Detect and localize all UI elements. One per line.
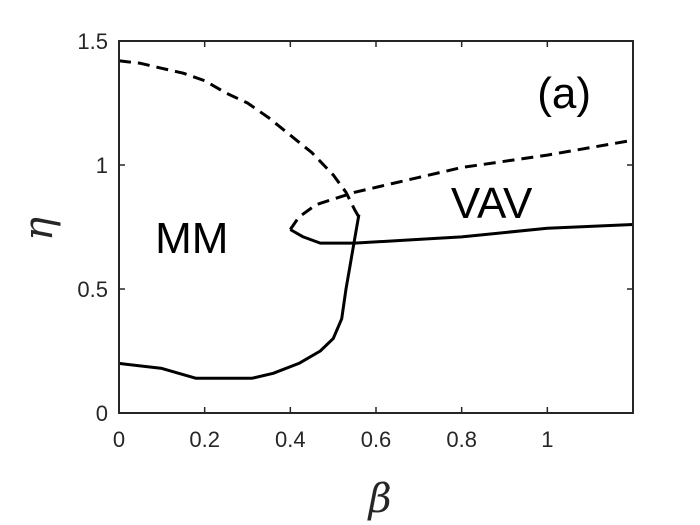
region-label-vav: VAV [451, 179, 533, 228]
panel-label: (a) [537, 69, 591, 118]
x-tick-label: 0.8 [446, 427, 477, 452]
dashed-curve-2 [118, 59, 361, 218]
annotation-layer: MM VAV [155, 179, 533, 263]
solid-curve-0 [118, 214, 361, 380]
x-tick-label: 1 [541, 427, 553, 452]
solid-curve-1 [289, 223, 634, 245]
y-tick-label: 1.5 [77, 29, 108, 54]
x-tick-label: 0.6 [361, 427, 392, 452]
y-tick-label: 1 [96, 153, 108, 178]
series-layer [118, 59, 634, 380]
x-tick-label: 0.2 [189, 427, 220, 452]
x-axis-label: β [366, 476, 391, 522]
dashed-curve-3 [289, 138, 634, 231]
y-axis-label: η [16, 217, 62, 241]
y-tick-label: 0.5 [77, 277, 108, 302]
y-tick-label: 0 [96, 401, 108, 426]
ticks-layer: 0 0.2 0.4 0.6 0.8 1 0 0.5 1 1.5 [77, 29, 633, 452]
x-tick-label: 0 [113, 427, 125, 452]
x-tick-label: 0.4 [275, 427, 306, 452]
region-label-mm: MM [155, 214, 228, 263]
